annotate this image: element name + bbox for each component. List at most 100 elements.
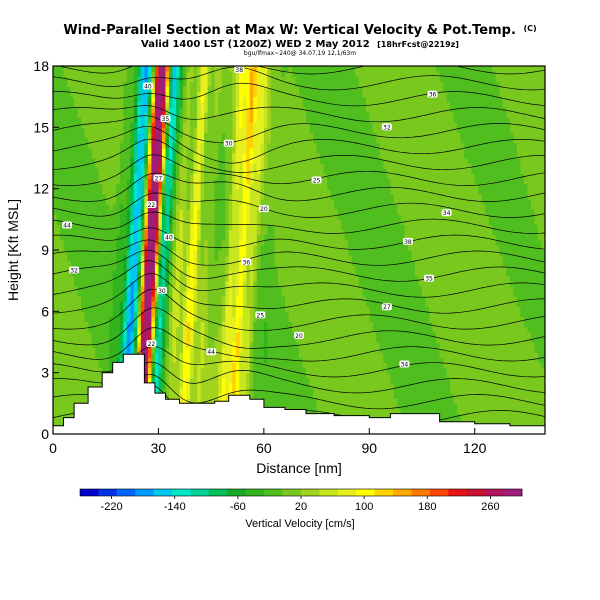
field-cell <box>158 372 163 404</box>
field-cell <box>474 183 479 434</box>
field-cell <box>151 112 156 123</box>
field-cell <box>397 214 402 410</box>
field-cell <box>151 362 156 369</box>
field-cell <box>214 336 219 410</box>
field-cell <box>67 66 72 88</box>
field-cell <box>207 66 212 88</box>
field-cell <box>348 66 353 256</box>
field-cell <box>179 163 184 210</box>
field-cell <box>306 122 311 379</box>
field-cell <box>154 306 160 318</box>
field-cell <box>211 66 216 348</box>
field-cell <box>151 270 156 282</box>
field-cell <box>358 86 363 287</box>
field-cell <box>520 66 525 174</box>
field-cell <box>147 142 152 149</box>
field-cell <box>436 71 441 343</box>
field-cell <box>246 204 251 226</box>
field-cell <box>161 112 167 118</box>
field-cell <box>158 158 163 164</box>
field-cell <box>119 204 124 302</box>
field-cell <box>186 321 191 348</box>
field-cell <box>516 158 521 307</box>
contour-label: 40 <box>142 82 153 90</box>
field-cell <box>362 296 367 434</box>
field-cell <box>193 204 198 251</box>
field-cell <box>351 66 356 266</box>
colorbar-tick-label: -220 <box>101 501 123 513</box>
field-cell <box>218 91 223 144</box>
field-cell <box>499 66 504 98</box>
field-cell <box>186 265 191 292</box>
field-cell <box>246 224 251 261</box>
field-cell <box>179 66 184 82</box>
field-cell <box>147 204 152 215</box>
chart-valid-tag: [18hrFcst@2219z] <box>377 40 459 49</box>
field-cell <box>165 127 170 139</box>
field-cell <box>211 347 216 434</box>
field-cell <box>144 152 149 164</box>
field-cell <box>147 163 152 174</box>
field-cell <box>179 137 184 164</box>
field-cell <box>56 224 61 434</box>
field-cell <box>274 265 279 434</box>
field-cell <box>193 127 198 154</box>
field-cell <box>161 142 167 149</box>
field-cell <box>295 342 300 434</box>
field-cell <box>154 66 160 77</box>
field-cell <box>369 321 374 434</box>
field-cell <box>239 204 244 241</box>
field-cell <box>144 275 149 374</box>
field-cell <box>123 255 128 282</box>
field-cell <box>67 260 72 434</box>
field-cell <box>88 331 93 434</box>
field-cell <box>116 234 121 358</box>
field-cell <box>221 321 226 348</box>
field-cell <box>158 270 163 287</box>
field-cell <box>239 316 244 353</box>
colorbar-segment <box>448 489 468 496</box>
field-cell <box>112 204 117 272</box>
field-cell <box>291 331 297 434</box>
contour-label: 25 <box>255 311 266 319</box>
field-cell <box>221 296 226 323</box>
field-cell <box>105 66 110 205</box>
field-cell <box>154 224 160 231</box>
field-cell <box>147 173 152 180</box>
field-cell <box>144 168 149 180</box>
field-cell <box>91 66 96 159</box>
field-cell <box>443 91 448 369</box>
contour-label-text: 20 <box>295 333 303 340</box>
field-cell <box>130 280 135 333</box>
field-cell <box>190 219 195 241</box>
field-cell <box>541 66 545 251</box>
field-cell <box>165 106 170 113</box>
field-cell <box>130 183 135 205</box>
field-cell <box>443 367 448 434</box>
field-cell <box>288 321 293 434</box>
isentrope-line <box>53 66 545 91</box>
field-cell <box>154 91 160 98</box>
colorbar-segment <box>411 489 431 496</box>
field-cell <box>218 142 223 251</box>
colorbar-ticks: -220 -140 -60 20 100 180 260 <box>101 496 500 513</box>
isentrope-line <box>53 138 545 173</box>
field-cell <box>161 229 167 297</box>
field-cell <box>154 301 160 307</box>
field-cell <box>116 183 121 236</box>
field-cell <box>151 296 156 302</box>
field-cell <box>176 239 181 328</box>
field-cell <box>214 260 219 338</box>
field-cell <box>186 66 191 72</box>
x-tick-label: 60 <box>256 440 272 456</box>
field-cell <box>161 147 167 159</box>
field-cell <box>154 296 160 302</box>
field-cell <box>267 224 272 434</box>
field-cell <box>221 347 226 379</box>
field-cell <box>221 132 226 241</box>
field-cell <box>246 260 251 307</box>
contour-label: 32 <box>69 266 80 274</box>
field-cell <box>172 178 177 200</box>
field-cell <box>137 311 142 318</box>
chart-valid-main: Valid 1400 LST (1200Z) WED 2 May 2012 <box>141 39 370 50</box>
